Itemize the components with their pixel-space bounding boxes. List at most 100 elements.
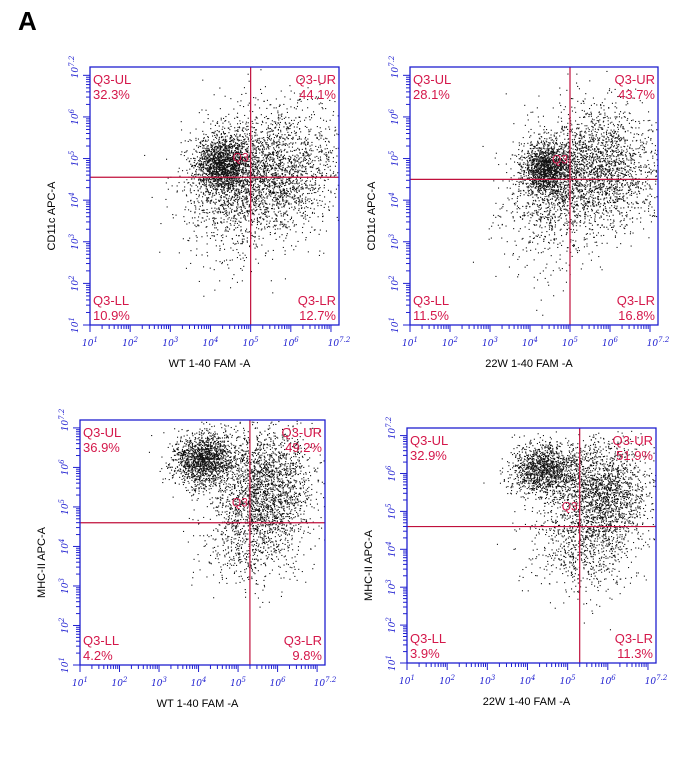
event-point xyxy=(255,204,257,206)
event-point xyxy=(243,146,245,148)
event-point xyxy=(248,165,250,167)
event-point xyxy=(213,156,215,158)
event-point xyxy=(226,135,228,137)
event-point xyxy=(213,213,215,215)
event-point xyxy=(299,178,301,180)
event-point xyxy=(287,200,289,202)
event-point xyxy=(277,122,279,124)
event-point xyxy=(285,211,287,213)
event-point xyxy=(282,137,284,139)
event-point xyxy=(211,163,213,165)
event-point xyxy=(265,215,267,217)
event-point xyxy=(219,164,221,166)
event-point xyxy=(200,157,202,159)
event-point xyxy=(263,205,265,207)
event-point xyxy=(259,196,261,198)
event-point xyxy=(233,217,235,219)
event-point xyxy=(271,205,273,207)
event-point xyxy=(316,136,318,138)
event-point xyxy=(222,163,224,165)
event-point xyxy=(255,129,257,131)
event-point xyxy=(207,192,209,194)
event-point xyxy=(258,142,260,144)
event-point xyxy=(263,213,265,215)
event-point xyxy=(291,216,293,218)
event-point xyxy=(237,181,239,183)
event-point xyxy=(284,139,286,141)
event-point xyxy=(265,122,267,124)
event-point xyxy=(257,173,259,175)
event-point xyxy=(213,269,215,271)
event-point xyxy=(248,190,250,192)
event-point xyxy=(221,165,223,167)
event-point xyxy=(211,172,213,174)
x-tick-label: 107.2 xyxy=(328,336,351,349)
event-point xyxy=(294,189,296,191)
event-point xyxy=(236,171,238,173)
event-point xyxy=(198,202,200,204)
event-point xyxy=(218,174,220,176)
event-point xyxy=(291,132,293,134)
event-point xyxy=(277,211,279,213)
event-point xyxy=(194,164,196,166)
event-point xyxy=(321,200,323,202)
event-point xyxy=(206,163,208,165)
event-point xyxy=(233,171,235,173)
event-point xyxy=(219,165,221,167)
event-point xyxy=(239,182,241,184)
event-point xyxy=(326,148,328,150)
event-point xyxy=(219,168,221,170)
event-point xyxy=(303,159,305,161)
event-point xyxy=(292,185,294,187)
event-point xyxy=(197,200,199,202)
event-point xyxy=(288,134,290,136)
event-point xyxy=(210,154,212,156)
event-point xyxy=(262,218,264,220)
event-point xyxy=(184,186,186,188)
event-point xyxy=(221,191,223,193)
event-point xyxy=(264,184,266,186)
event-point xyxy=(165,198,167,200)
event-point xyxy=(283,192,285,194)
event-point xyxy=(290,106,292,108)
event-point xyxy=(246,203,248,205)
event-point xyxy=(243,87,245,89)
event-point xyxy=(257,220,259,222)
event-point xyxy=(214,224,216,226)
event-point xyxy=(220,156,222,158)
event-point xyxy=(265,188,267,190)
event-point xyxy=(216,165,218,167)
event-point xyxy=(207,190,209,192)
event-point xyxy=(267,147,269,149)
event-point xyxy=(283,150,285,152)
event-point xyxy=(276,186,278,188)
event-point xyxy=(255,178,257,180)
event-point xyxy=(325,152,327,154)
event-point xyxy=(223,149,225,151)
event-point xyxy=(279,160,281,162)
event-point xyxy=(198,151,200,153)
event-point xyxy=(262,188,264,190)
event-point xyxy=(271,208,273,210)
event-point xyxy=(244,143,246,145)
event-point xyxy=(221,183,223,185)
event-point xyxy=(266,223,268,225)
event-point xyxy=(238,149,240,151)
event-point xyxy=(214,161,216,163)
event-point xyxy=(244,114,246,116)
event-point xyxy=(299,199,301,201)
event-point xyxy=(318,160,320,162)
event-point xyxy=(239,123,241,125)
event-point xyxy=(233,169,235,171)
events-scatter xyxy=(472,70,659,316)
event-point xyxy=(265,148,267,150)
event-point xyxy=(252,235,254,237)
event-point xyxy=(284,213,286,215)
event-point xyxy=(263,171,265,173)
event-point xyxy=(241,186,243,188)
event-point xyxy=(225,172,227,174)
event-point xyxy=(258,139,260,141)
event-point xyxy=(251,157,253,159)
event-point xyxy=(229,152,231,154)
event-point xyxy=(252,151,254,153)
